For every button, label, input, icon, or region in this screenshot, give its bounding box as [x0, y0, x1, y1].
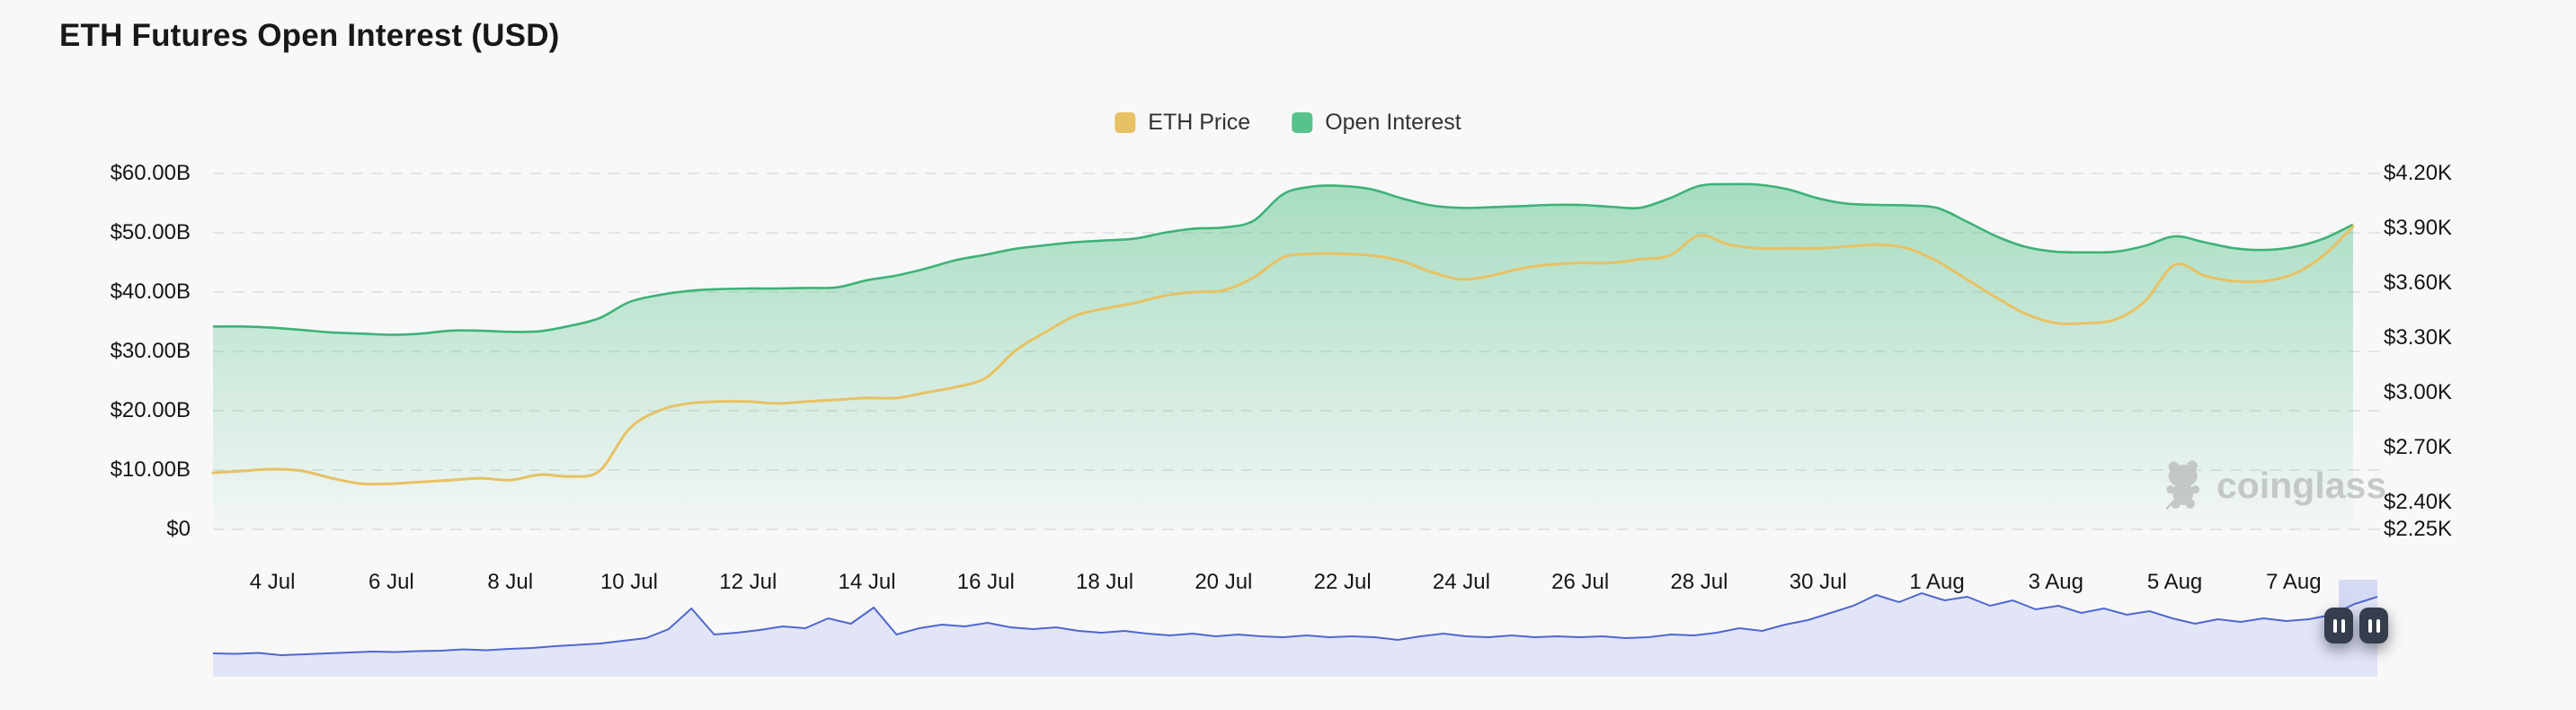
- left-axis-tick-label: $0: [166, 517, 191, 542]
- left-axis-tick-label: $20.00B: [111, 398, 191, 423]
- pause-icon: [2376, 619, 2380, 633]
- right-axis-tick-label: $3.60K: [2384, 271, 2452, 296]
- right-axis-tick-label: $3.00K: [2384, 380, 2452, 405]
- right-axis-tick-label: $3.90K: [2384, 216, 2452, 241]
- pause-icon: [2341, 619, 2345, 633]
- left-axis-tick-label: $30.00B: [111, 339, 191, 364]
- chart-plot-area[interactable]: [213, 173, 2353, 529]
- left-axis-tick-label: $50.00B: [111, 220, 191, 245]
- left-axis-tick-label: $60.00B: [111, 161, 191, 186]
- navigator-handle-right[interactable]: [2359, 608, 2388, 643]
- pause-icon: [2368, 619, 2372, 633]
- right-axis-tick-label: $3.30K: [2384, 325, 2452, 351]
- left-axis-tick-label: $40.00B: [111, 280, 191, 305]
- right-axis-tick-label: $4.20K: [2384, 161, 2452, 186]
- right-axis-tick-label: $2.25K: [2384, 517, 2452, 542]
- right-axis-tick-label: $2.70K: [2384, 435, 2452, 460]
- right-axis-tick-label: $2.40K: [2384, 490, 2452, 515]
- left-axis-tick-label: $10.00B: [111, 457, 191, 483]
- pause-icon: [2333, 619, 2337, 633]
- navigator-handle-left[interactable]: [2324, 608, 2353, 643]
- navigator[interactable]: [213, 580, 2377, 677]
